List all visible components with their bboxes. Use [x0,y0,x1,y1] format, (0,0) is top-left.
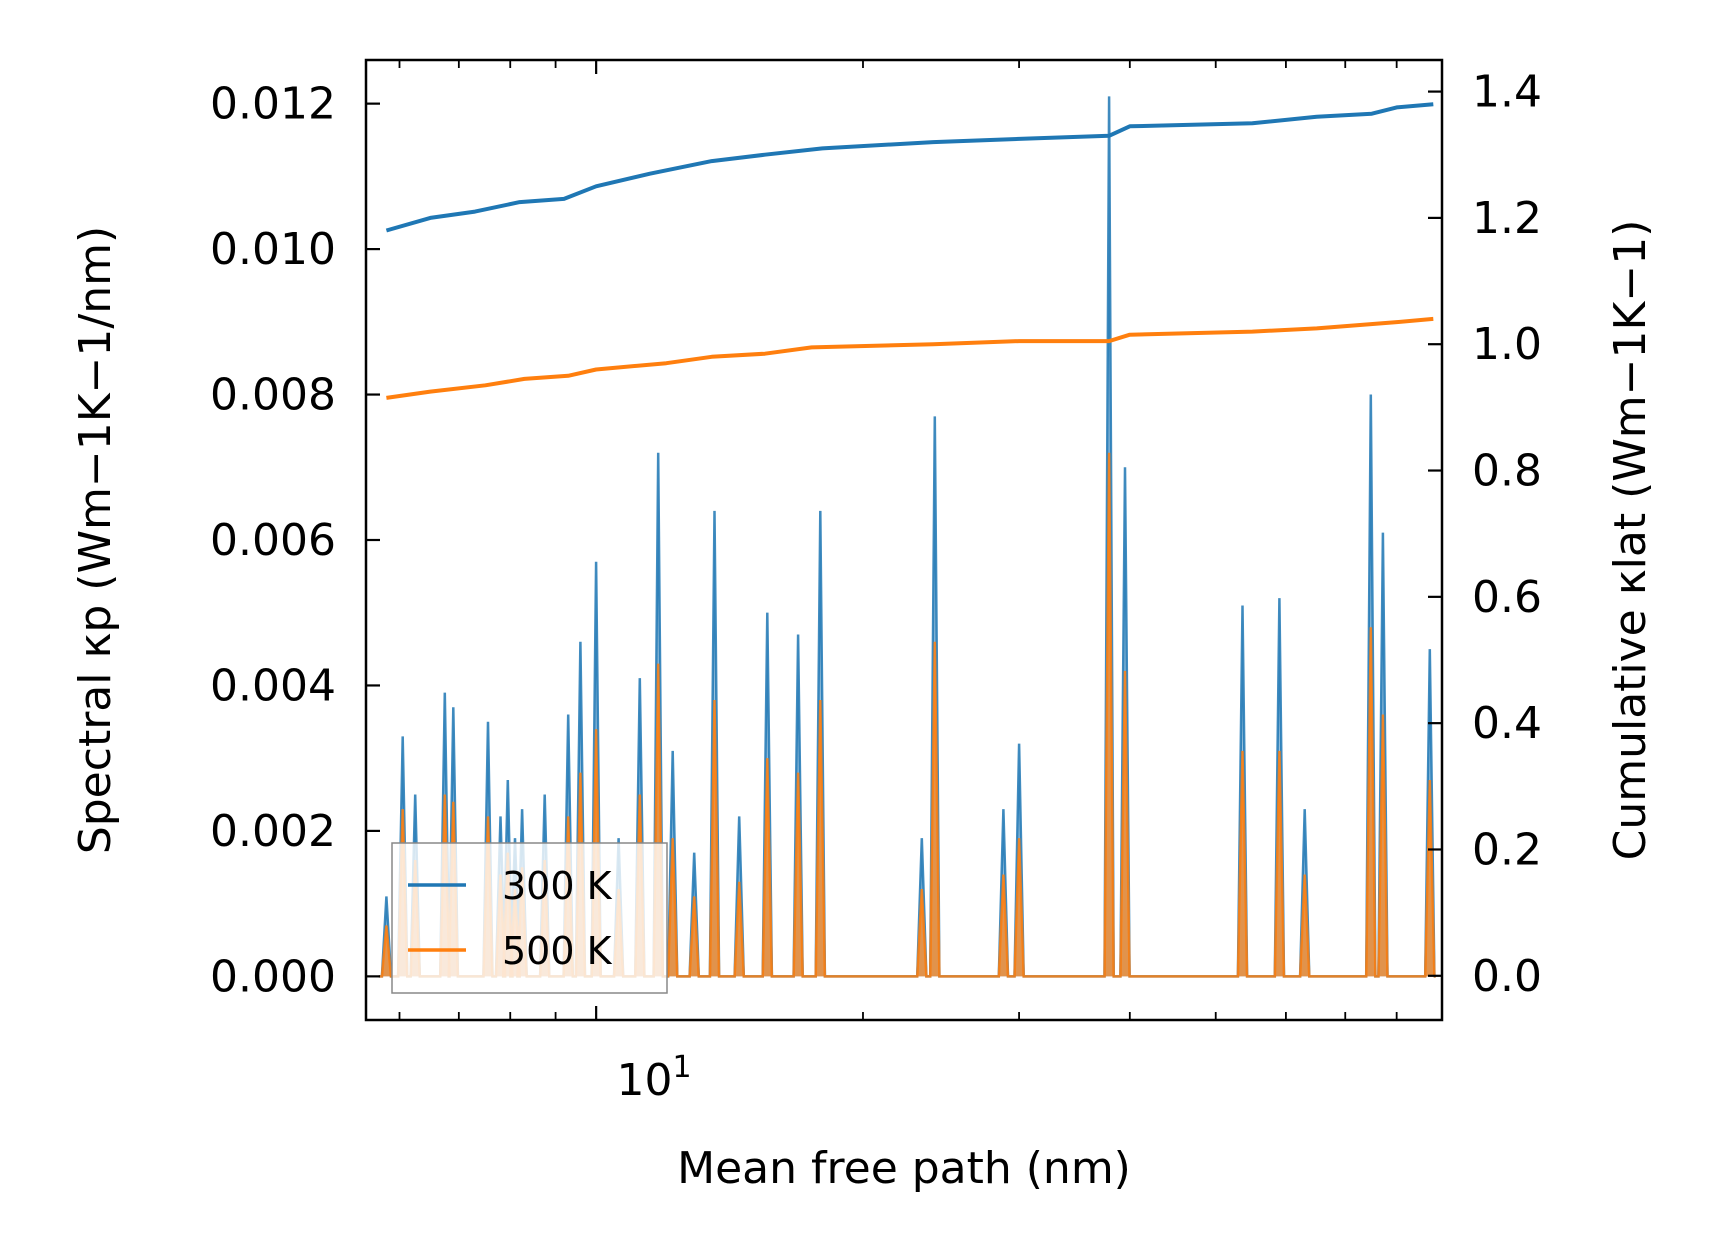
right-tick-label: 0.4 [1472,698,1542,749]
right-tick-label: 1.2 [1472,193,1542,244]
left-tick-label: 0.006 [210,515,336,566]
right-tick-label: 0.2 [1472,824,1542,875]
x-axis-label: Mean free path (nm) [677,1143,1131,1194]
left-tick-label: 0.004 [210,660,336,711]
legend-label-500k: 500 K [502,929,613,973]
legend-label-300k: 300 K [502,864,613,908]
y-axis-label-right: Cumulative κlat (Wm−1K−1) [1605,220,1656,861]
cumulative-line-300k [385,102,1434,233]
left-tick-label: 0.002 [210,806,336,857]
y-axis-label-left: Spectral κp (Wm−1K−1/nm) [70,226,121,854]
ticks-layer: 0.000 0.002 0.004 0.006 0.008 0.010 0.012 0.0 0.… [210,60,1542,1020]
legend: 300 K 500 K [391,842,668,994]
left-tick-label: 0.012 [210,79,336,130]
left-tick-label: 0.008 [210,370,336,421]
legend-box [391,842,668,994]
right-tick-label: 1.4 [1472,67,1542,118]
right-tick-label: 0.8 [1472,446,1542,497]
cumulative-layer [385,102,1434,400]
left-tick-label: 0.010 [210,224,336,275]
right-tick-label: 0.0 [1472,951,1542,1002]
cumulative-line-500k [386,316,1434,400]
x-tick-label: 101 [616,1050,691,1106]
left-tick-label: 0.000 [210,951,336,1002]
right-tick-label: 0.6 [1472,572,1542,623]
right-tick-label: 1.0 [1472,319,1542,370]
